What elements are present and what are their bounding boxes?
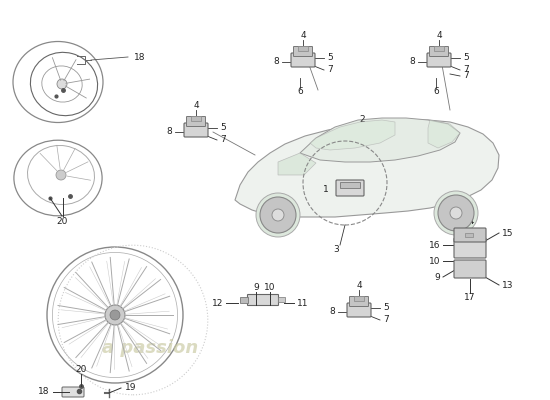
FancyBboxPatch shape — [62, 387, 84, 397]
Bar — [434, 46, 444, 51]
Circle shape — [57, 79, 67, 89]
Text: 20: 20 — [75, 366, 87, 374]
Text: 5: 5 — [220, 124, 225, 132]
Text: 7: 7 — [220, 136, 225, 144]
Text: 11: 11 — [297, 298, 309, 308]
Circle shape — [434, 191, 478, 235]
Bar — [354, 296, 364, 301]
Text: 6: 6 — [433, 88, 439, 96]
Polygon shape — [300, 118, 460, 162]
Text: 8: 8 — [273, 58, 279, 66]
Text: 13: 13 — [502, 280, 514, 290]
Text: 4: 4 — [356, 282, 362, 290]
Circle shape — [110, 310, 120, 320]
FancyBboxPatch shape — [336, 180, 364, 196]
Text: 15: 15 — [502, 228, 514, 238]
Text: 7: 7 — [327, 66, 333, 74]
Circle shape — [272, 209, 284, 221]
Text: 2: 2 — [359, 114, 365, 124]
FancyBboxPatch shape — [248, 294, 278, 306]
FancyBboxPatch shape — [347, 303, 371, 317]
FancyBboxPatch shape — [427, 53, 451, 67]
Text: 3: 3 — [333, 244, 339, 254]
Text: 7: 7 — [463, 66, 469, 74]
Text: 8: 8 — [166, 128, 172, 136]
Text: 16: 16 — [428, 240, 440, 250]
Bar — [298, 46, 308, 51]
Circle shape — [450, 207, 462, 219]
FancyBboxPatch shape — [454, 228, 486, 242]
Text: 7: 7 — [383, 316, 389, 324]
Text: 14: 14 — [464, 216, 476, 226]
Polygon shape — [310, 120, 395, 150]
FancyBboxPatch shape — [454, 260, 486, 278]
Circle shape — [260, 197, 296, 233]
FancyBboxPatch shape — [184, 123, 208, 137]
Polygon shape — [235, 120, 499, 217]
Polygon shape — [428, 120, 460, 148]
Text: 17: 17 — [464, 292, 476, 302]
Text: 10: 10 — [264, 284, 276, 292]
Bar — [465, 233, 473, 237]
Text: 9: 9 — [434, 272, 440, 282]
Bar — [240, 297, 248, 303]
Text: 12: 12 — [212, 298, 223, 308]
Text: 5: 5 — [327, 54, 333, 62]
Text: 7: 7 — [463, 72, 469, 80]
Text: 8: 8 — [329, 308, 335, 316]
Bar — [278, 297, 285, 302]
Circle shape — [56, 170, 66, 180]
Text: 8: 8 — [409, 58, 415, 66]
Text: 5: 5 — [383, 304, 389, 312]
FancyBboxPatch shape — [340, 182, 360, 188]
FancyBboxPatch shape — [294, 46, 312, 56]
FancyBboxPatch shape — [430, 46, 448, 56]
Text: 4: 4 — [193, 102, 199, 110]
FancyBboxPatch shape — [454, 238, 486, 258]
FancyBboxPatch shape — [349, 296, 368, 306]
Circle shape — [256, 193, 300, 237]
Text: 6: 6 — [297, 88, 303, 96]
Circle shape — [105, 305, 125, 325]
FancyBboxPatch shape — [186, 116, 206, 126]
Text: 20: 20 — [56, 218, 68, 226]
Bar — [191, 116, 201, 121]
Text: 4: 4 — [300, 32, 306, 40]
Polygon shape — [278, 153, 316, 175]
Text: 18: 18 — [134, 52, 146, 62]
Text: 18: 18 — [37, 388, 49, 396]
Text: 10: 10 — [428, 256, 440, 266]
Text: 1: 1 — [323, 184, 329, 194]
Text: a passion: a passion — [102, 339, 198, 357]
Text: 9: 9 — [253, 284, 259, 292]
Text: 4: 4 — [436, 32, 442, 40]
Text: 5: 5 — [463, 54, 469, 62]
FancyBboxPatch shape — [291, 53, 315, 67]
Circle shape — [438, 195, 474, 231]
Text: 19: 19 — [125, 384, 136, 392]
